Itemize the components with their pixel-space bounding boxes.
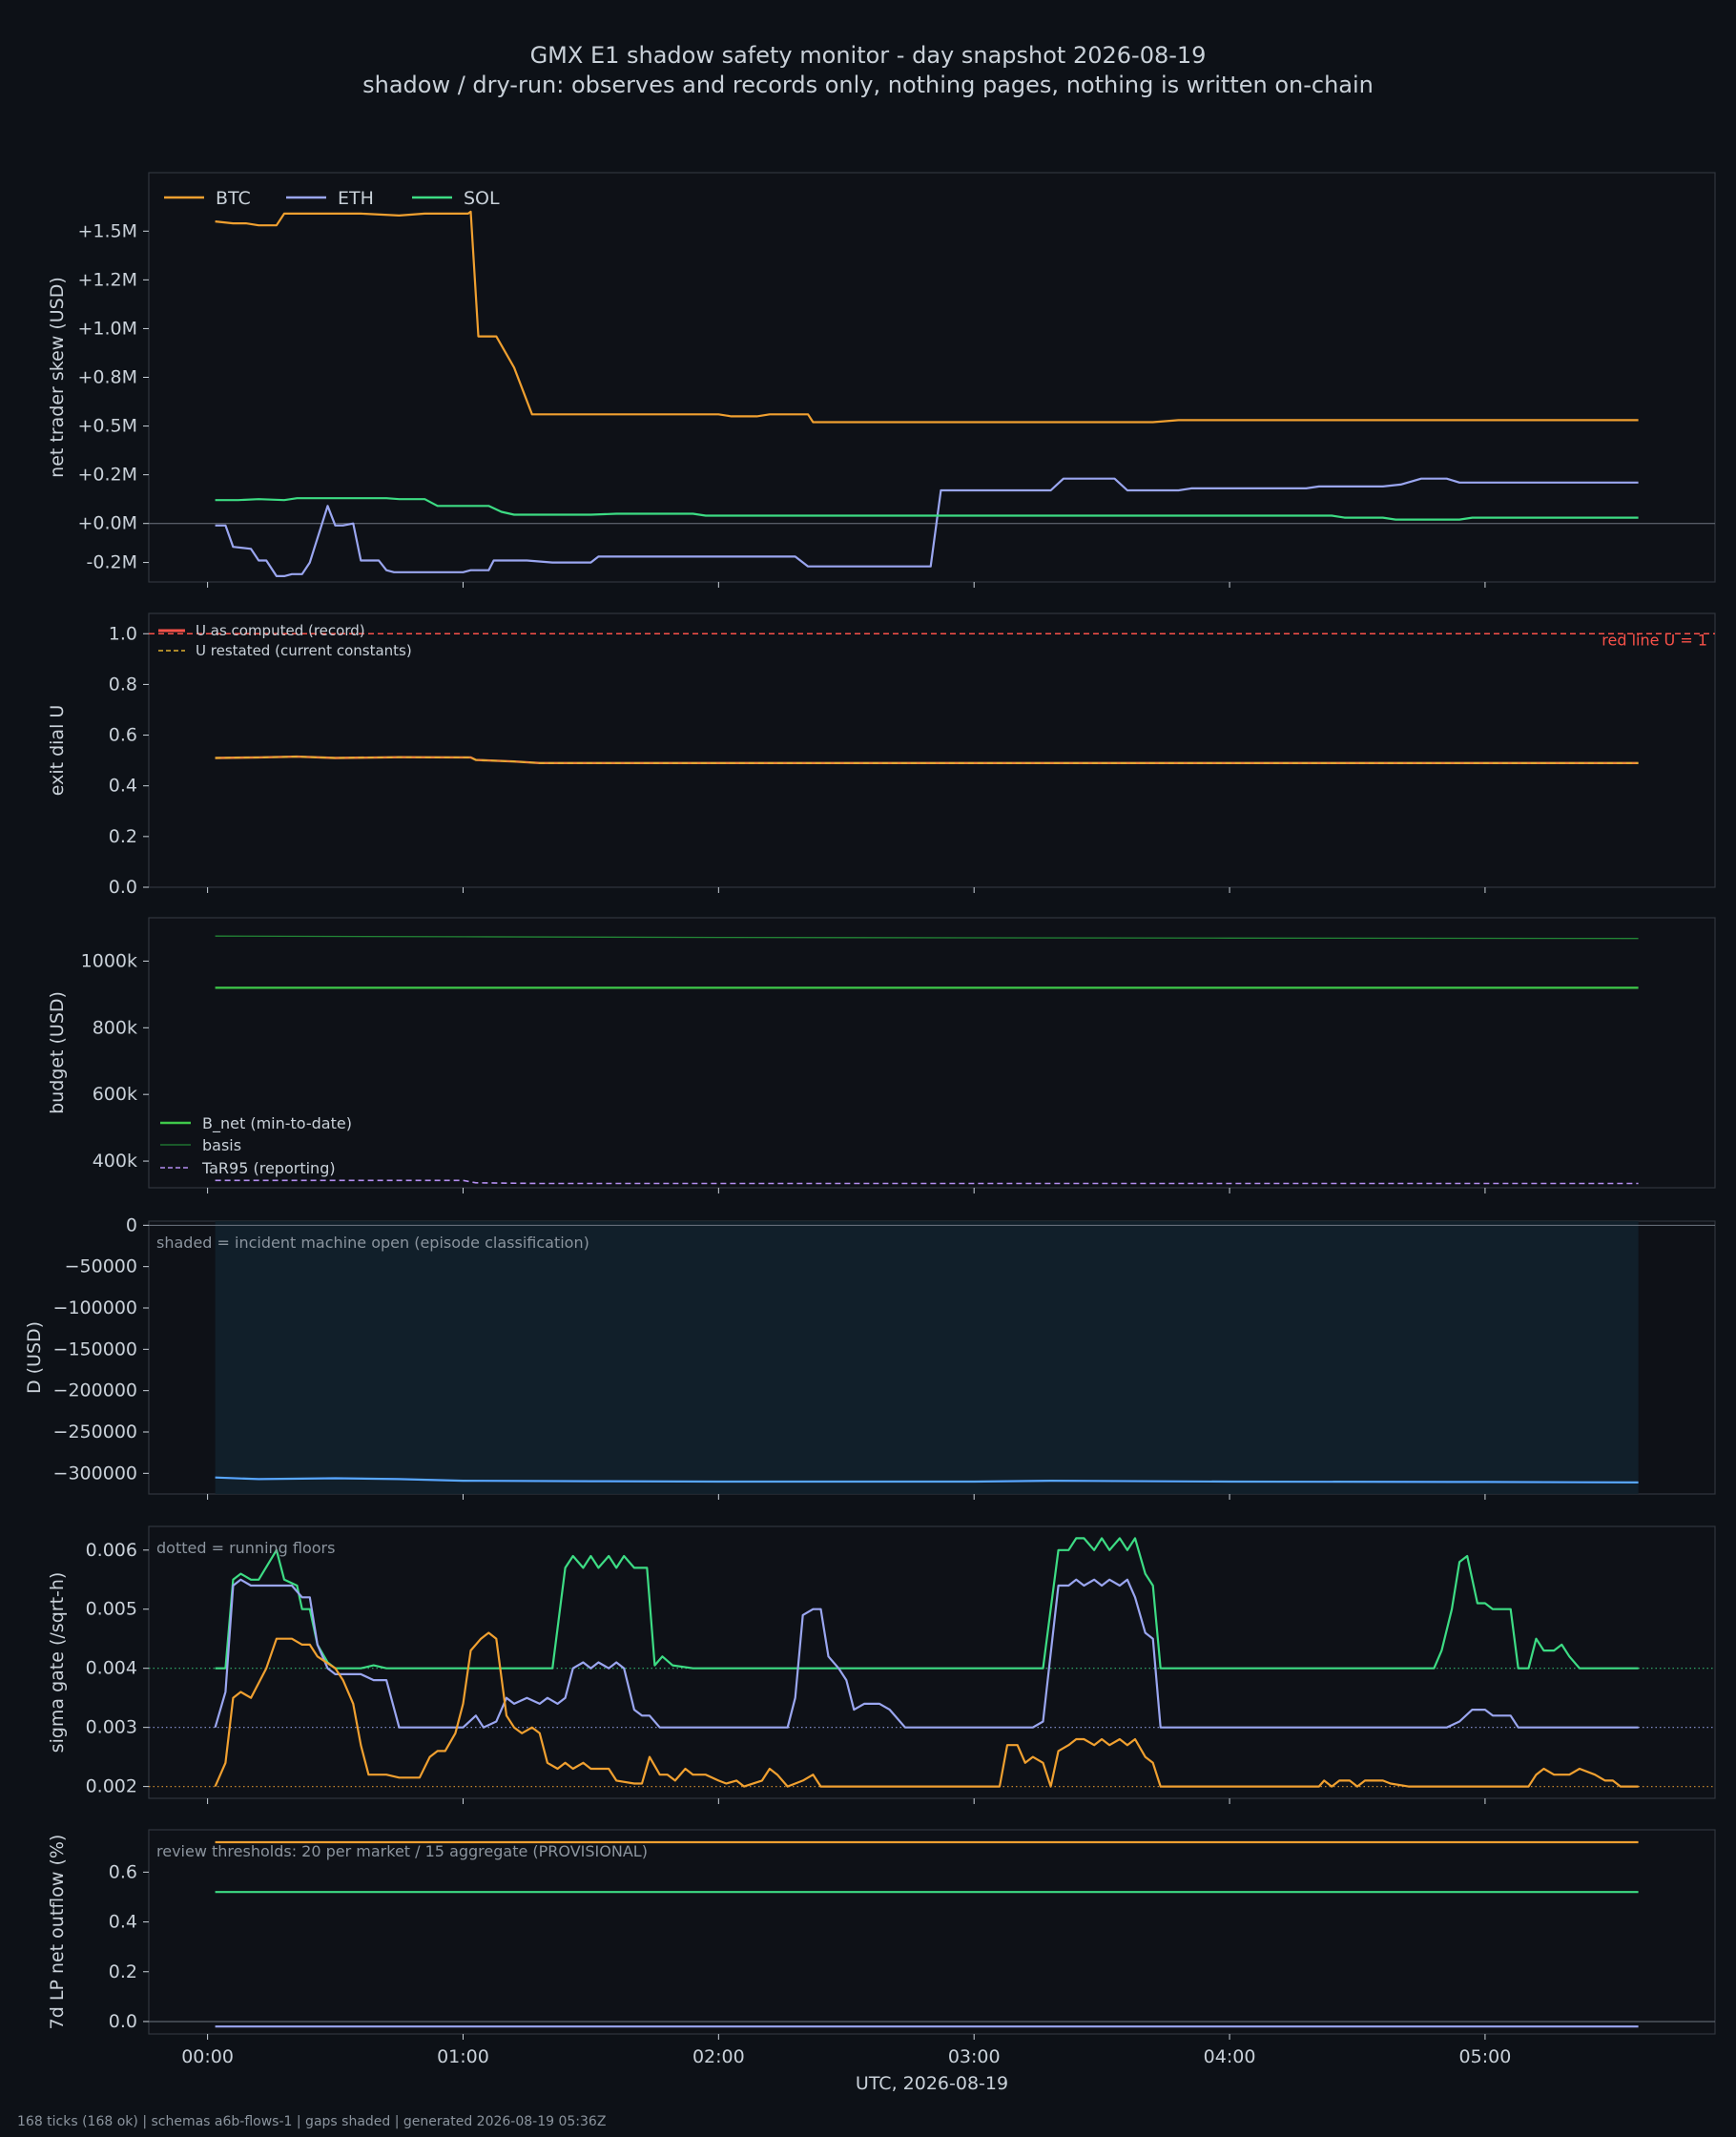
- plot-area: [148, 172, 1716, 583]
- series-line-tar95-reporting: [215, 1179, 1639, 1185]
- y-tick-label: +0.0M: [77, 513, 137, 534]
- panel-lp_outflow: 0.0 0.2 0.4 0.6 00:00 01:00 02:00 03:00 04:00 05:…: [47, 1829, 1716, 2067]
- y-tick-label: 0.003: [86, 1717, 137, 1738]
- y-tick-label: 0.005: [86, 1599, 137, 1620]
- y-tick-label: −50000: [65, 1256, 137, 1277]
- y-tick-label: 1.0: [109, 623, 137, 644]
- panel-note: review thresholds: 20 per market / 15 ag…: [156, 1842, 648, 1860]
- y-axis-label: sigma gate (/sqrt-h): [47, 1572, 68, 1753]
- y-tick-label: +0.8M: [77, 367, 137, 388]
- series-line-d: [215, 1476, 1639, 1484]
- y-tick-label: 0.4: [109, 1912, 137, 1933]
- footer-status: 168 ticks (168 ok) | schemas a6b-flows-1…: [17, 2114, 606, 2129]
- chart-panels: -0.2M +0.0M +0.2M +0.5M +0.8M +1.0M +1.2M +1.5M…: [24, 172, 1716, 2067]
- y-tick-label: 0.004: [86, 1658, 137, 1679]
- legend-entry: TaR95 (reporting): [201, 1159, 336, 1177]
- series-line-basis: [215, 935, 1639, 940]
- y-tick-label: −250000: [53, 1421, 137, 1442]
- series-line-sol: [215, 1537, 1639, 1670]
- chart-subtitle: shadow / dry-run: observes and records o…: [362, 72, 1374, 98]
- y-tick-label: 800k: [93, 1017, 137, 1038]
- y-tick-label: −100000: [53, 1297, 137, 1318]
- legend-entry: basis: [202, 1136, 241, 1154]
- plot-area: [148, 917, 1716, 1189]
- panel-note: shaded = incident machine open (episode …: [156, 1234, 589, 1252]
- y-tick-label: 0.6: [109, 725, 137, 746]
- y-axis-label: D (USD): [24, 1321, 45, 1394]
- y-tick-label: 400k: [93, 1151, 137, 1172]
- panel-exit_dial: 0.0 0.2 0.4 0.6 0.8 1.0 red line U = 1 exit dia…: [47, 612, 1716, 898]
- y-tick-label: 0.006: [86, 1540, 137, 1561]
- x-tick-label: 04:00: [1204, 2046, 1256, 2067]
- legend-entry: BTC: [216, 188, 251, 209]
- series-line-u-restated-current-constants: [215, 756, 1639, 764]
- x-axis-label: UTC, 2026-08-19: [856, 2073, 1008, 2094]
- y-axis-label: exit dial U: [47, 705, 68, 797]
- red-line-label: red line U = 1: [1602, 631, 1707, 649]
- y-tick-label: −200000: [53, 1380, 137, 1401]
- legend-entry: B_net (min-to-date): [202, 1114, 352, 1133]
- y-axis-label: 7d LP net outflow (%): [47, 1835, 68, 2030]
- legend-entry: U as computed (record): [196, 622, 365, 639]
- y-tick-label: 0.2: [109, 826, 137, 847]
- y-tick-label: 0.8: [109, 674, 137, 695]
- y-tick-label: −300000: [53, 1463, 137, 1483]
- x-tick-label: 01:00: [437, 2046, 489, 2067]
- y-tick-label: 0: [126, 1214, 137, 1235]
- panel-sigma: 0.002 0.003 0.004 0.005 0.006 dotted = runnin…: [47, 1525, 1716, 1804]
- legend-entry: U restated (current constants): [196, 642, 412, 659]
- x-tick-label: 02:00: [692, 2046, 745, 2067]
- legend-entry: SOL: [464, 188, 500, 209]
- y-tick-label: 0.0: [109, 877, 137, 898]
- y-tick-label: 0.4: [109, 776, 137, 797]
- series-line-sol: [215, 497, 1639, 521]
- panel-skew: -0.2M +0.0M +0.2M +0.5M +0.8M +1.0M +1.2M +1.5M…: [47, 172, 1716, 588]
- plot-area: [148, 1829, 1716, 2035]
- y-tick-label: +0.5M: [77, 416, 137, 437]
- y-tick-label: 600k: [93, 1084, 137, 1105]
- y-tick-label: 0.002: [86, 1776, 137, 1797]
- series-line-eth: [215, 477, 1639, 578]
- chart-title: GMX E1 shadow safety monitor - day snaps…: [530, 42, 1207, 69]
- y-tick-label: −150000: [53, 1338, 137, 1359]
- y-axis-label: budget (USD): [47, 991, 68, 1114]
- panel-note: dotted = running floors: [156, 1539, 335, 1557]
- y-axis-label: net trader skew (USD): [47, 277, 68, 478]
- y-tick-label: +1.0M: [77, 318, 137, 339]
- y-tick-label: 0.0: [109, 2011, 137, 2032]
- y-tick-label: +1.5M: [77, 220, 137, 241]
- y-tick-label: +1.2M: [77, 269, 137, 290]
- incident-shade: [215, 1221, 1639, 1494]
- y-tick-label: -0.2M: [87, 552, 137, 573]
- plot-area: [148, 612, 1716, 888]
- series-line-btc: [215, 210, 1639, 424]
- x-tick-label: 03:00: [948, 2046, 1001, 2067]
- plot-area: [148, 1525, 1716, 1799]
- series-line-btc: [214, 1631, 1639, 1788]
- y-tick-label: 0.2: [109, 1961, 137, 1982]
- y-tick-label: +0.2M: [77, 465, 137, 486]
- panel-drawdown: −300000 −250000 −200000 −150000 −100000 −5000…: [24, 1214, 1716, 1500]
- x-tick-label: 05:00: [1459, 2046, 1512, 2067]
- y-tick-label: 1000k: [81, 950, 137, 971]
- y-tick-label: 0.6: [109, 1861, 137, 1882]
- series-line-eth: [214, 1578, 1639, 1729]
- x-tick-label: 00:00: [181, 2046, 234, 2067]
- panel-budget: 400k 600k 800k 1000k budget (USD) B_net (min-…: [47, 917, 1716, 1193]
- legend-entry: ETH: [338, 188, 374, 209]
